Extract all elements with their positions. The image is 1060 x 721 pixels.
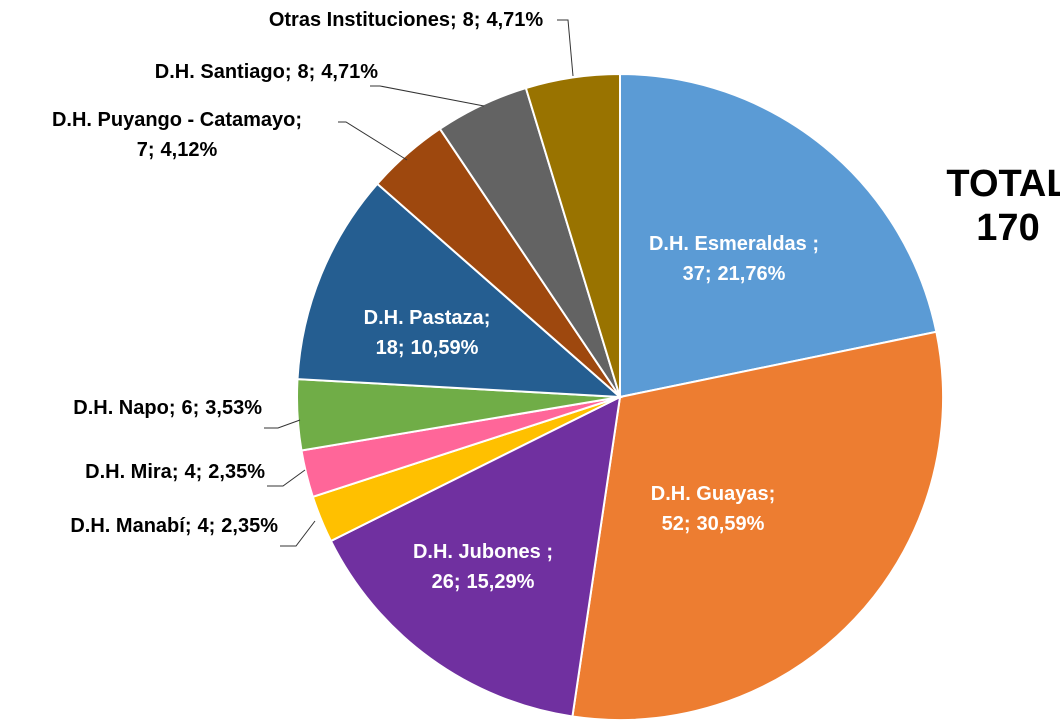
label-percentage: 10,59% [411, 337, 479, 359]
leader-line [280, 520, 316, 547]
label-name: Otras Instituciones [269, 9, 450, 31]
label-percentage: 2,35% [221, 515, 278, 537]
pie-slice [571, 330, 944, 721]
data-label: D.H. Guayas; 52; 30,59% [651, 483, 776, 535]
leader-line [264, 419, 301, 429]
leader-line [338, 121, 408, 161]
data-label: D.H. Pastaza; 18; 10,59% [364, 307, 491, 359]
label-name: D.H. Napo [73, 397, 169, 419]
label-separator: ; [185, 515, 192, 537]
label-separator: ; [196, 461, 203, 483]
label-percentage: 2,35% [208, 461, 265, 483]
pie-slice [296, 182, 623, 399]
label-separator: ; [684, 513, 691, 535]
label-name: D.H. Santiago [155, 61, 285, 83]
pie-slice [524, 72, 621, 398]
label-value: 37 [683, 263, 705, 285]
pie-slice [329, 395, 622, 718]
pie-slice [619, 72, 938, 399]
label-value: 7 [137, 139, 148, 161]
label-separator: ; [450, 9, 457, 31]
data-label: Otras Instituciones; 8; 4,71% [269, 9, 544, 31]
label-percentage: 3,53% [205, 397, 262, 419]
label-percentage: 21,76% [718, 263, 786, 285]
label-name: D.H. Mira [85, 461, 173, 483]
data-label: D.H. Santiago; 8; 4,71% [155, 61, 378, 83]
label-separator: ; [285, 61, 292, 83]
label-percentage: 4,71% [486, 9, 543, 31]
data-label: D.H. Manabí; 4; 2,35% [70, 515, 278, 537]
label-separator: ; [309, 61, 316, 83]
label-separator: ; [172, 461, 179, 483]
label-name: D.H. Jubones [413, 541, 546, 563]
label-value: 6 [181, 397, 192, 419]
label-percentage: 4,12% [161, 139, 218, 161]
label-separator: ; [295, 109, 302, 131]
label-percentage: 30,59% [697, 513, 765, 535]
leader-line [370, 85, 485, 107]
label-percentage: 15,29% [467, 571, 535, 593]
data-label: D.H. Jubones ; 26; 15,29% [413, 541, 553, 593]
data-label: D.H. Esmeraldas ; 37; 21,76% [649, 233, 819, 285]
label-separator: ; [193, 397, 200, 419]
label-separator: ; [546, 541, 553, 563]
label-separator: ; [148, 139, 155, 161]
label-name: D.H. Guayas [651, 483, 769, 505]
label-separator: ; [209, 515, 216, 537]
data-label: D.H. Mira; 4; 2,35% [85, 461, 265, 483]
label-separator: ; [169, 397, 176, 419]
leader-line [267, 469, 306, 487]
data-label: D.H. Puyango - Catamayo; 7; 4,12% [52, 109, 302, 161]
label-percentage: 4,71% [321, 61, 378, 83]
label-separator: ; [474, 9, 481, 31]
label-separator: ; [812, 233, 819, 255]
total-value: 170 [976, 207, 1039, 249]
label-separator: ; [454, 571, 461, 593]
label-name: D.H. Manabí [70, 515, 186, 537]
label-value: 8 [463, 9, 474, 31]
label-name: D.H. Esmeraldas [649, 233, 812, 255]
label-name: D.H. Puyango - Catamayo [52, 109, 295, 131]
label-value: 4 [197, 515, 209, 537]
label-value: 4 [184, 461, 196, 483]
leader-line [557, 19, 574, 77]
label-separator: ; [769, 483, 776, 505]
label-value: 52 [662, 513, 684, 535]
label-name: D.H. Pastaza [364, 307, 485, 329]
label-value: 8 [297, 61, 308, 83]
total-label: TOTAL [946, 163, 1060, 205]
label-separator: ; [398, 337, 405, 359]
label-value: 26 [432, 571, 454, 593]
label-separator: ; [484, 307, 491, 329]
data-label: D.H. Napo; 6; 3,53% [73, 397, 262, 419]
label-separator: ; [705, 263, 712, 285]
label-value: 18 [376, 337, 398, 359]
